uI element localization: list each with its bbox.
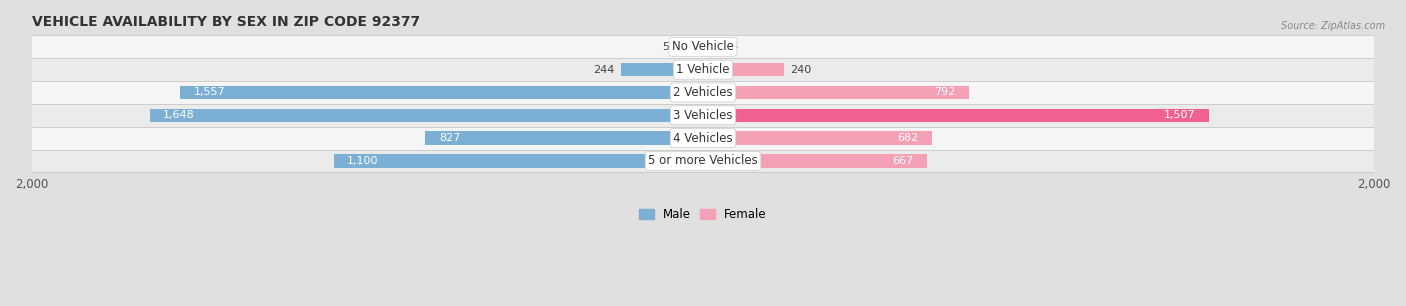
Bar [703, 154, 927, 167]
Text: 44: 44 [724, 42, 738, 52]
Bar [703, 86, 969, 99]
Text: Source: ZipAtlas.com: Source: ZipAtlas.com [1281, 21, 1385, 32]
Text: 244: 244 [593, 65, 614, 75]
Text: No Vehicle: No Vehicle [672, 40, 734, 53]
Bar [703, 63, 783, 76]
Bar [426, 132, 703, 145]
Text: 827: 827 [439, 133, 460, 143]
Bar [333, 154, 703, 167]
Text: 59: 59 [662, 42, 676, 52]
Bar [703, 132, 932, 145]
Bar [32, 150, 1374, 172]
Bar [703, 40, 718, 54]
Text: 4 Vehicles: 4 Vehicles [673, 132, 733, 145]
Bar [32, 35, 1374, 58]
Text: 1,507: 1,507 [1164, 110, 1195, 120]
Text: 240: 240 [790, 65, 811, 75]
Text: 1,648: 1,648 [163, 110, 195, 120]
Bar [683, 40, 703, 54]
Text: 667: 667 [893, 156, 914, 166]
Text: 1 Vehicle: 1 Vehicle [676, 63, 730, 76]
Text: 1,557: 1,557 [194, 88, 225, 98]
Text: 682: 682 [897, 133, 918, 143]
Bar [703, 109, 1209, 122]
Bar [32, 104, 1374, 127]
Bar [180, 86, 703, 99]
Text: 5 or more Vehicles: 5 or more Vehicles [648, 155, 758, 167]
Bar [32, 127, 1374, 150]
Legend: Male, Female: Male, Female [634, 203, 772, 226]
Bar [32, 81, 1374, 104]
Text: 2 Vehicles: 2 Vehicles [673, 86, 733, 99]
Text: 1,100: 1,100 [347, 156, 378, 166]
Bar [32, 58, 1374, 81]
Bar [621, 63, 703, 76]
Text: VEHICLE AVAILABILITY BY SEX IN ZIP CODE 92377: VEHICLE AVAILABILITY BY SEX IN ZIP CODE … [32, 15, 420, 29]
Bar [150, 109, 703, 122]
Text: 3 Vehicles: 3 Vehicles [673, 109, 733, 122]
Text: 792: 792 [934, 88, 956, 98]
